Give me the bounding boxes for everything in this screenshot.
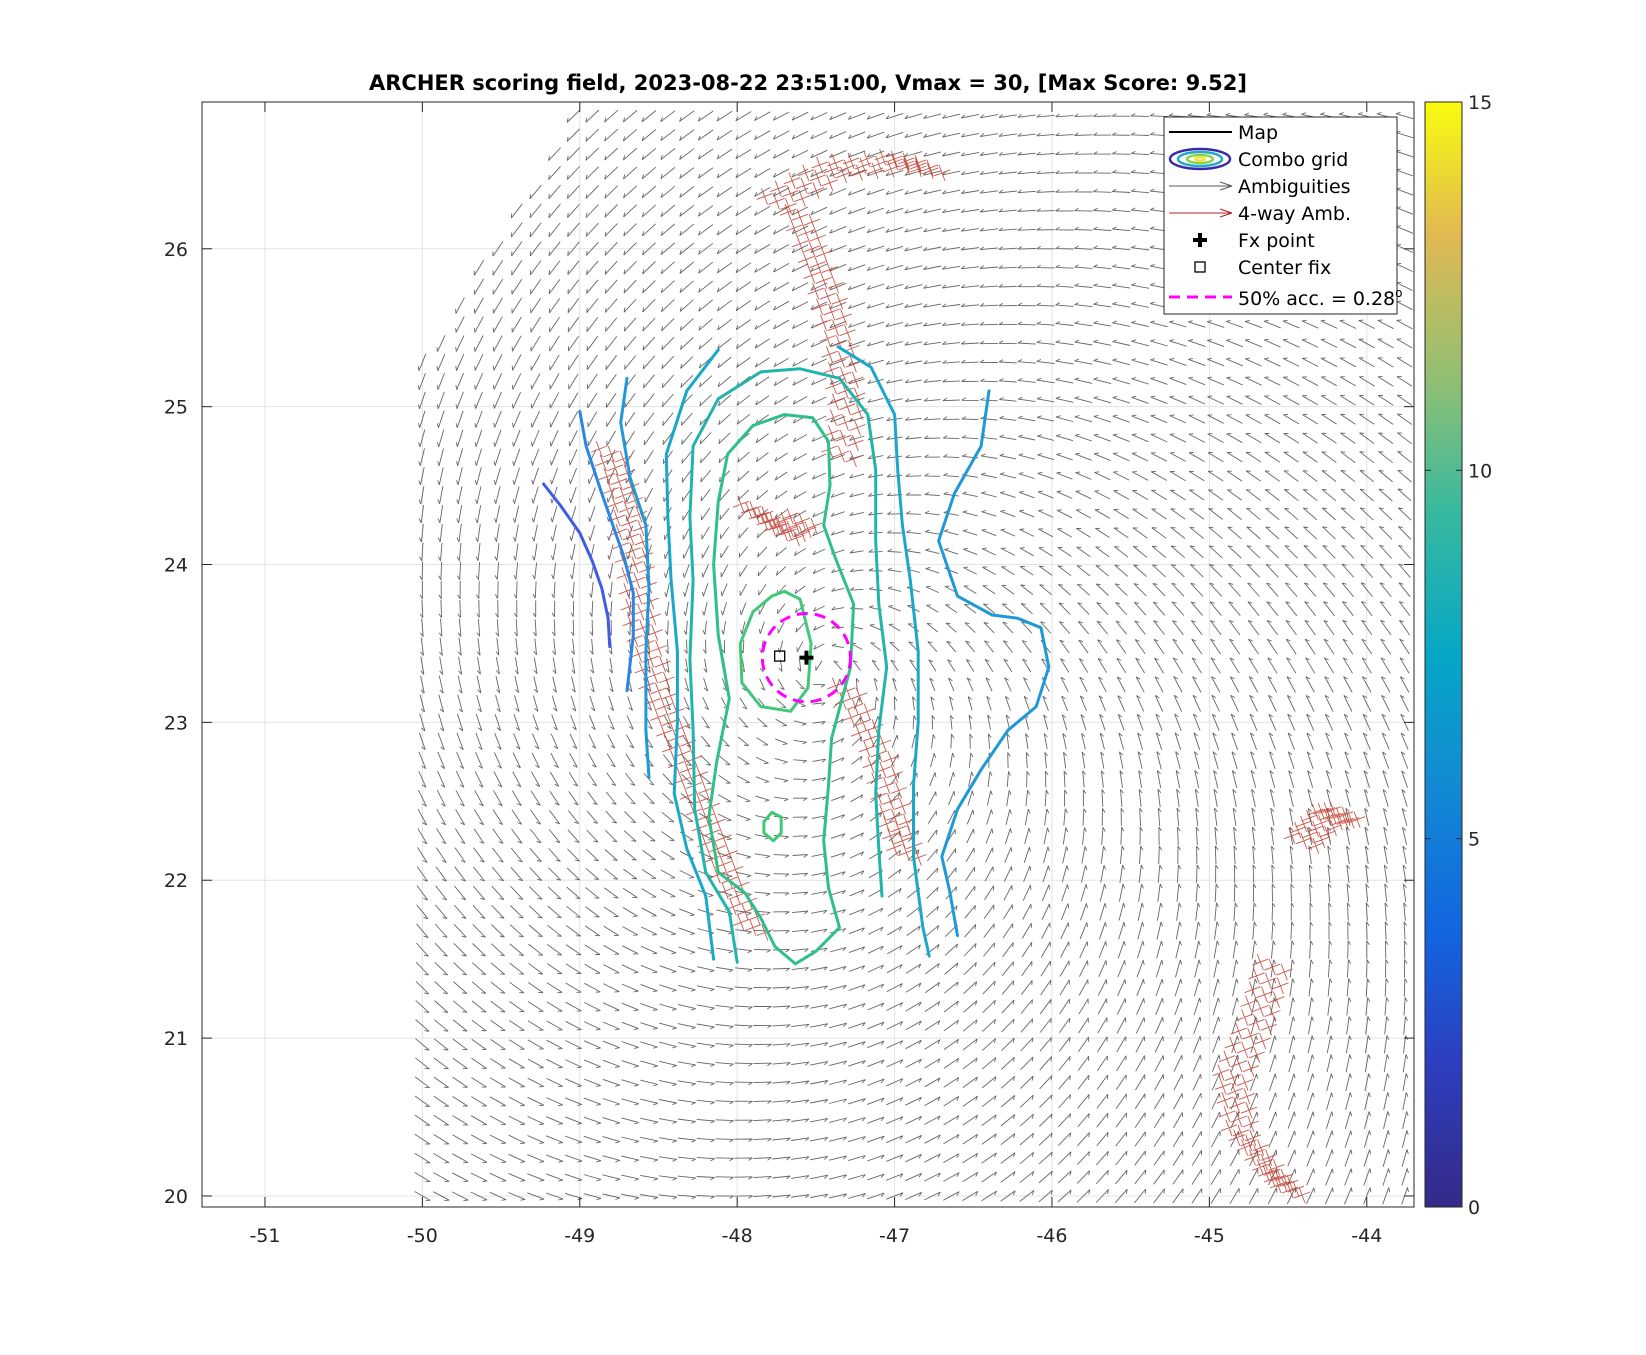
- y-tick-label: 24: [164, 555, 188, 577]
- x-tick-label: -45: [1194, 1225, 1225, 1247]
- score-contour-9: [762, 810, 783, 843]
- four-way-region-0: [756, 148, 951, 215]
- score-contour-1: [578, 409, 635, 693]
- y-tick-label: 26: [164, 239, 188, 261]
- center-fix-marker: [774, 650, 786, 662]
- plot-frame: [201, 101, 1415, 1208]
- score-contours: [542, 345, 1051, 966]
- colorbar-ticks: 0 5 10 15: [1425, 92, 1492, 1219]
- y-tick-label: 20: [164, 1186, 188, 1208]
- score-contour-3: [937, 389, 1051, 937]
- x-tick-label: -47: [879, 1225, 910, 1247]
- four-way-region-5: [1212, 953, 1311, 1204]
- score-contour-6: [688, 367, 889, 964]
- y-tick-label: 25: [164, 397, 188, 419]
- score-contour-8: [738, 589, 813, 713]
- y-tick-label: 22: [164, 870, 188, 892]
- colorbar-tick-label: 0: [1468, 1197, 1480, 1219]
- x-tick-label: -51: [249, 1225, 280, 1247]
- x-tick-label: -50: [407, 1225, 438, 1247]
- score-contour-7: [707, 413, 856, 966]
- legend-fx-point-label: Fx point: [1238, 230, 1315, 252]
- colorbar-tick-label: 10: [1468, 460, 1492, 482]
- x-tick-label: -48: [722, 1225, 753, 1247]
- fix-markers: [760, 611, 852, 704]
- colorbar-tick-label: 5: [1468, 829, 1480, 851]
- x-tick-label: -44: [1351, 1225, 1382, 1247]
- legend-four-way-swatch: [1169, 208, 1233, 218]
- x-axis: -51 -50 -49 -48 -47 -46 -45 -44: [249, 102, 1382, 1247]
- colorbar-tick-label: 15: [1468, 92, 1492, 114]
- y-axis: 20 21 22 23 24 25 26: [164, 239, 1414, 1208]
- legend-map-label: Map: [1238, 122, 1278, 144]
- score-contour-2: [619, 376, 651, 780]
- score-contour-4: [664, 348, 720, 961]
- y-tick-label: 23: [164, 712, 188, 734]
- legend-fx-point-swatch: [1193, 233, 1207, 247]
- four-way-region-6: [1283, 801, 1366, 854]
- four-way-region-4: [732, 496, 823, 547]
- legend-combo-grid-swatch: [1168, 147, 1232, 171]
- x-tick-label: -49: [564, 1225, 595, 1247]
- legend-ambiguities-label: Ambiguities: [1238, 176, 1351, 198]
- legend-center-fix-swatch: [1194, 261, 1206, 273]
- legend-center-fix-label: Center fix: [1238, 257, 1331, 279]
- four-way-region-1: [779, 204, 868, 468]
- x-tick-label: -46: [1036, 1225, 1067, 1247]
- score-contour-0: [542, 482, 612, 649]
- y-tick-label: 21: [164, 1028, 188, 1050]
- legend: Map Combo grid Ambiguities 4-way Amb.: [1163, 116, 1403, 315]
- colorbar: 0 5 10 15: [1424, 92, 1492, 1219]
- legend-combo-grid-label: Combo grid: [1238, 149, 1348, 171]
- colorbar-gradient: [1424, 101, 1463, 1208]
- legend-four-way-label: 4-way Amb.: [1238, 203, 1351, 225]
- score-contour-5: [836, 345, 931, 958]
- legend-ambiguities-swatch: [1169, 181, 1233, 191]
- legend-accuracy-label: 50% acc. = 0.28o: [1238, 286, 1403, 310]
- fx-point-marker: [799, 650, 814, 665]
- chart-title: ARCHER scoring field, 2023-08-22 23:51:0…: [369, 71, 1247, 95]
- accuracy-circle: [760, 611, 852, 704]
